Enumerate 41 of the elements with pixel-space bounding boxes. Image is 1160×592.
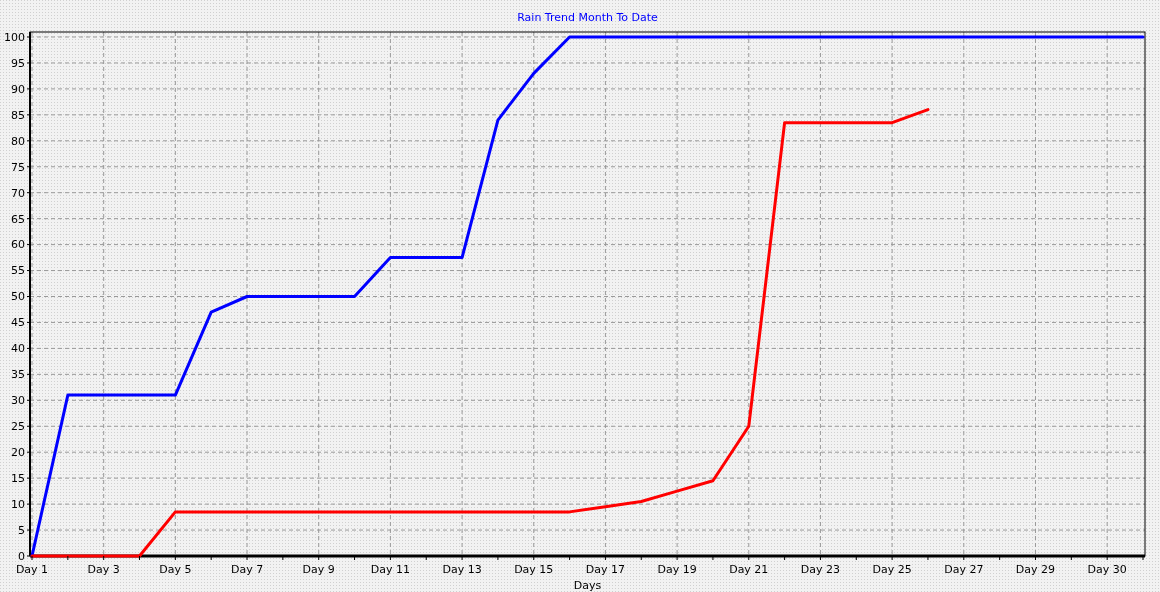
y-tick-label: 90 <box>11 82 25 96</box>
y-tick-label: 10 <box>11 497 25 511</box>
x-tick-label: Day 23 <box>800 563 841 576</box>
x-tick-label: Day 19 <box>657 563 697 576</box>
x-tick-label: Day 17 <box>585 563 626 576</box>
y-tick-label: 100 <box>4 30 25 44</box>
x-tick-label: Day 9 <box>302 563 335 576</box>
y-tick-label: 50 <box>11 290 25 304</box>
line-series <box>30 35 1145 558</box>
x-tick-label: Day 7 <box>230 563 264 576</box>
x-tick-label: Day 11 <box>370 563 410 576</box>
y-tick-label: 20 <box>11 446 25 460</box>
x-tick-label: Day 21 <box>729 563 769 576</box>
chart-title: Rain Trend Month To Date <box>517 11 659 24</box>
x-tick-label: Day 5 <box>159 563 192 576</box>
y-tick-label: 35 <box>11 368 25 382</box>
x-tick-label: Day 15 <box>514 563 554 576</box>
x-tick-label: Day 27 <box>944 563 984 576</box>
x-tick-label: Day 30 <box>1087 563 1127 576</box>
y-tick-label: 55 <box>11 264 25 278</box>
x-tick-label: Day 13 <box>442 563 482 576</box>
line-series <box>30 108 930 558</box>
x-tick-label: Day 25 <box>872 563 912 576</box>
y-tick-label: 25 <box>11 420 25 434</box>
y-tick-label: 70 <box>11 186 25 200</box>
y-tick-label: 15 <box>11 472 25 485</box>
y-tick-label: 45 <box>11 316 25 330</box>
x-tick-label: Day 1 <box>15 563 49 576</box>
y-tick-label: 60 <box>11 238 25 252</box>
y-tick-label: 75 <box>11 160 25 174</box>
y-tick-label: 80 <box>11 134 25 148</box>
y-tick-label: 65 <box>11 212 25 226</box>
y-tick-label: 5 <box>18 523 25 537</box>
y-tick-label: 0 <box>18 549 25 563</box>
y-tick-label: 85 <box>11 108 25 122</box>
y-tick-label: 30 <box>11 394 25 408</box>
x-tick-label: Day 29 <box>1015 563 1056 576</box>
y-tick-label: 40 <box>11 342 25 356</box>
x-tick-label: Day 3 <box>87 563 120 576</box>
y-tick-label: 95 <box>11 56 25 70</box>
x-axis-title: Days <box>573 579 602 592</box>
